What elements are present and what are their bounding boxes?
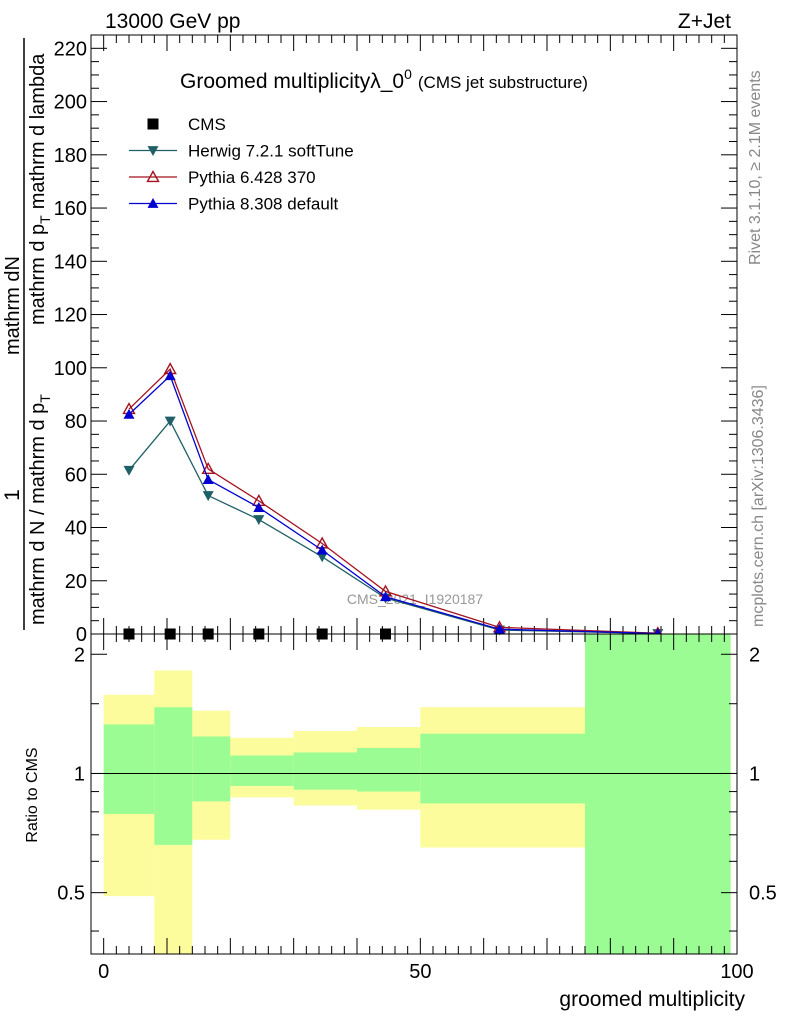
series-point-3 [164,370,176,381]
main-y-tick-label: 60 [65,464,87,486]
main-y-tick-label: 200 [54,92,87,114]
main-y-tick-label: 120 [54,305,87,327]
ratio-y-tick-label-right: 0.5 [749,883,777,905]
main-y-tick-label: 160 [54,198,87,220]
ylabel-denominator: mathrm d N / mathrm d pT [27,394,53,625]
main-y-tick-label: 0 [76,624,87,646]
ratio-band-inner [154,707,193,845]
main-y-tick-label: 80 [65,411,87,433]
ylabel-den-text: mathrm d N / mathrm d p [27,403,49,625]
legend: CMS Herwig 7.2.1 softTune Pythia 6.428 370… [129,115,354,214]
ratio-y-ticks: 0.5 0.5 1 1 2 2 [57,644,777,932]
ratio-y-tick-label: 2 [74,644,85,666]
series-point-1 [253,515,265,526]
ratio-y-tick-label: 0.5 [57,883,85,905]
legend-marker-2 [146,170,160,183]
legend-label-1: Herwig 7.2.1 softTune [188,142,354,161]
x-axis-label: groomed multiplicity [559,988,745,1011]
series-line-3 [128,374,658,635]
ratio-y-tick-label: 1 [74,763,85,785]
series-point-1 [164,416,176,427]
series-point-2 [201,462,215,475]
chart-title-text: Groomed multiplicityλ_0 [180,70,404,93]
legend-label-0: CMS [188,115,226,134]
ratio-bands [91,634,737,954]
series-point-3 [380,591,391,602]
legend-marker-3 [147,198,159,208]
series-point-3 [202,474,214,484]
ratio-band-inner [192,736,231,802]
main-y-axis-label: 1 mathrm d N / mathrm d pT mathrm dN mat… [1,38,53,630]
main-y-tick-label: 180 [54,145,87,167]
process-label: Z+Jet [678,10,731,33]
ylabel-right-rest: mathrm d p [27,224,49,325]
legend-marker-1 [147,146,159,156]
ratio-band-inner [585,634,731,954]
ylabel-right-sub: T [37,215,53,224]
rivet-label: Rivet 3.1.10, ≥ 2.1M events [747,70,764,265]
ratio-x-tick-label: 100 [720,961,753,983]
ratio-y-tick-label-right: 2 [749,644,760,666]
ylabel-right-n: N [2,256,24,270]
ylabel-right-end: mathrm d lambda [27,53,49,209]
ratio-band-inner [103,724,155,814]
chart-title-sup: 0 [404,66,412,82]
main-y-tick-label: 40 [65,518,87,540]
main-y-tick-label: 220 [54,38,87,60]
ratio-panel-frame [90,633,738,955]
ratio-panel: 0.5 0.5 1 1 2 2 0 50 100 Ratio to CMS groomed m… [24,633,777,1011]
series-point-3 [253,502,265,512]
ratio-band-inner [357,747,421,792]
series-line-2 [128,367,658,634]
ratio-y-axis-label: Ratio to CMS [24,747,41,842]
chart-subtitle: (CMS jet substructure) [418,73,588,92]
ratio-y-tick-label-right: 1 [749,763,760,785]
ratio-band-inner [420,733,585,804]
series-point-3 [123,408,135,419]
legend-label-2: Pythia 6.428 370 [188,168,316,187]
series-point-3 [316,544,328,555]
ratio-x-tick-label: 0 [98,961,109,983]
ylabel-den-sub: T [37,394,53,403]
ratio-band-inner [293,752,357,790]
main-y-tick-label: 20 [65,571,87,593]
energy-label: 13000 GeV pp [105,10,240,33]
ylabel-right-d: mathrm d [2,271,24,355]
series-point-1 [202,491,214,502]
chart-title: Groomed multiplicityλ_00 (CMS jet substru… [180,66,588,93]
series-point-1 [316,552,328,563]
legend-label-3: Pythia 8.308 default [188,195,339,214]
ratio-x-tick-label: 50 [409,961,431,983]
series-point-1 [123,465,135,476]
ylabel-right: mathrm dN [2,256,24,355]
main-panel: 0 20 40 60 80 100 120 140 160 180 200 220 Groomed m… [1,34,738,646]
legend-marker-0 [147,118,159,130]
mcplots-label: mcplots.cern.ch [arXiv:1306.3436] [750,385,767,627]
main-y-tick-label: 140 [54,251,87,273]
series-line-1 [128,419,658,635]
ratio-x-ticks: 0 50 100 [98,634,754,983]
main-y-ticks: 0 20 40 60 80 100 120 140 160 180 200 220 [54,34,737,646]
ylabel-numerator: 1 [1,489,24,501]
main-y-tick-label: 100 [54,358,87,380]
ratio-band-inner [230,755,294,786]
main-x-ticks [103,35,738,634]
series-point-3 [494,623,505,634]
ylabel-right-2: mathrm d pTmathrm d lambda [27,53,53,325]
